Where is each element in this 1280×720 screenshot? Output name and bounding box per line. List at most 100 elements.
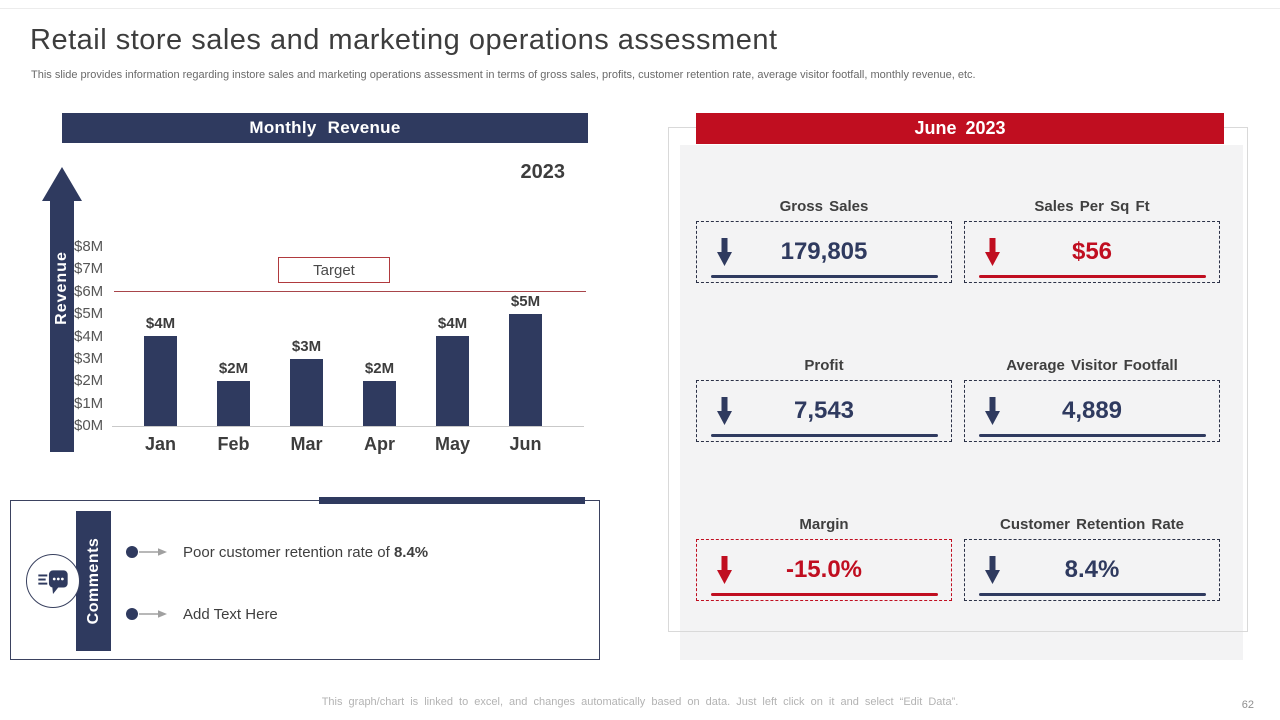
kpi-value: $56 (1071, 238, 1113, 265)
y-tick-label: $4M (74, 327, 104, 345)
kpi-label: Profit (804, 357, 844, 374)
y-axis-ticks: $8M $7M $6M $5M $4M $3M $2M $1M $0M (74, 236, 116, 438)
kpi-card-profit: Profit 7,543 (696, 357, 952, 442)
kpi-label: Gross Sales (779, 198, 869, 215)
bullet-arrow-icon (139, 610, 167, 618)
kpi-underline (711, 434, 938, 437)
bar-column: $3M (270, 337, 343, 426)
june-panel-background (680, 145, 1243, 660)
kpi-value: -15.0% (785, 556, 863, 583)
kpi-label: Customer Retention Rate (999, 516, 1185, 533)
kpi-card-margin: Margin -15.0% (696, 516, 952, 601)
bar (509, 313, 542, 426)
comment-item: Poor customer retention rate of 8.4% (126, 541, 428, 563)
kpi-box: $56 (964, 221, 1220, 283)
bar (436, 336, 469, 426)
kpi-box: 4,889 (964, 380, 1220, 442)
year-label: 2023 (520, 161, 566, 183)
bar-column: $5M (489, 292, 562, 426)
comment-bubble-glyph (38, 570, 68, 595)
bar-value-label: $3M (291, 337, 322, 355)
comments-panel: Comments Poor customer retention rate of… (10, 497, 600, 660)
revenue-axis-label: Revenue (53, 250, 70, 325)
down-arrow-icon (717, 238, 732, 266)
target-line (114, 291, 586, 292)
bar-value-label: $2M (218, 360, 249, 377)
y-tick-label: $3M (74, 349, 104, 367)
month-label: Feb (217, 434, 250, 454)
kpi-box: 179,805 (696, 221, 952, 283)
month-labels: Jan Feb Mar Apr May Jun (118, 434, 584, 455)
bar (217, 381, 250, 426)
y-tick-label: $7M (74, 260, 104, 278)
month-label: May (434, 434, 470, 454)
bar-column: $2M (197, 360, 270, 426)
bar-value-label: $4M (145, 315, 176, 332)
comment-item: Add Text Here (126, 603, 428, 625)
y-tick-label: $1M (74, 394, 104, 412)
bar-column: $2M (343, 360, 416, 426)
comment-text: Poor customer retention rate of 8.4% (183, 543, 429, 561)
y-tick-label: $6M (74, 282, 104, 300)
month-label: Mar (290, 434, 323, 454)
y-tick-label: $8M (74, 238, 104, 255)
down-arrow-icon (717, 556, 732, 584)
comments-title: Comments (84, 537, 102, 625)
bar-value-label: $2M (364, 360, 395, 377)
revenue-plot[interactable]: Target $4M $2M $3M $2M $4M $5M (112, 246, 586, 427)
kpi-grid: Gross Sales 179,805 Sales Per Sq Ft $56 Prof… (696, 198, 1220, 601)
bar-column: $4M (416, 315, 489, 426)
bar (144, 336, 177, 426)
kpi-box: 7,543 (696, 380, 952, 442)
kpi-value: 4,889 (1061, 397, 1123, 424)
revenue-axis-arrow-icon (42, 167, 82, 452)
kpi-underline (979, 275, 1206, 278)
june-panel-header: June 2023 (696, 113, 1224, 144)
page-subtitle: This slide provides information regardin… (31, 69, 976, 81)
kpi-box: 8.4% (964, 539, 1220, 601)
kpi-underline (711, 275, 938, 278)
bar-column: $4M (124, 315, 197, 426)
y-tick-label: $2M (74, 372, 104, 390)
target-label-box: Target (278, 257, 390, 283)
kpi-value: 8.4% (1064, 556, 1120, 583)
kpi-underline (711, 593, 938, 596)
bar-columns: $4M $2M $3M $2M $4M $5M (118, 246, 584, 426)
down-arrow-icon (717, 397, 732, 425)
kpi-label: Average Visitor Footfall (1006, 357, 1178, 374)
comment-bubble-icon (26, 554, 80, 608)
kpi-value: 7,543 (793, 397, 855, 424)
kpi-card-sales-per-sq-ft: Sales Per Sq Ft $56 (964, 198, 1220, 283)
down-arrow-icon (985, 238, 1000, 266)
kpi-underline (979, 593, 1206, 596)
month-label: Jun (509, 434, 542, 454)
month-label: Apr (364, 434, 395, 454)
page-number: 62 (1241, 699, 1254, 711)
down-arrow-icon (985, 397, 1000, 425)
kpi-card-gross-sales: Gross Sales 179,805 (696, 198, 952, 283)
bullet-arrow-icon (139, 548, 167, 556)
comments-accent-line (319, 497, 585, 504)
month-label: Jan (144, 434, 177, 454)
bar (290, 358, 323, 426)
comments-title-bar: Comments (76, 511, 111, 651)
bullet-dot-icon (126, 546, 138, 558)
comments-list: Poor customer retention rate of 8.4% Add … (126, 541, 428, 625)
kpi-label: Margin (799, 516, 849, 533)
bar-value-label: $4M (437, 315, 468, 332)
chart-section-header: Monthly Revenue (62, 113, 588, 143)
kpi-card-average-visitor-footfall: Average Visitor Footfall 4,889 (964, 357, 1220, 442)
bar (363, 381, 396, 426)
kpi-card-customer-retention-rate: Customer Retention Rate 8.4% (964, 516, 1220, 601)
comment-text: Add Text Here (183, 605, 278, 623)
kpi-value: 179,805 (780, 238, 868, 265)
kpi-underline (979, 434, 1206, 437)
kpi-label: Sales Per Sq Ft (1034, 198, 1150, 215)
target-label: Target (313, 261, 355, 279)
y-tick-label: $0M (74, 417, 104, 435)
top-divider (0, 8, 1280, 9)
x-axis-baseline (112, 426, 584, 427)
bar-value-label: $5M (510, 292, 541, 310)
y-tick-label: $5M (74, 305, 104, 323)
